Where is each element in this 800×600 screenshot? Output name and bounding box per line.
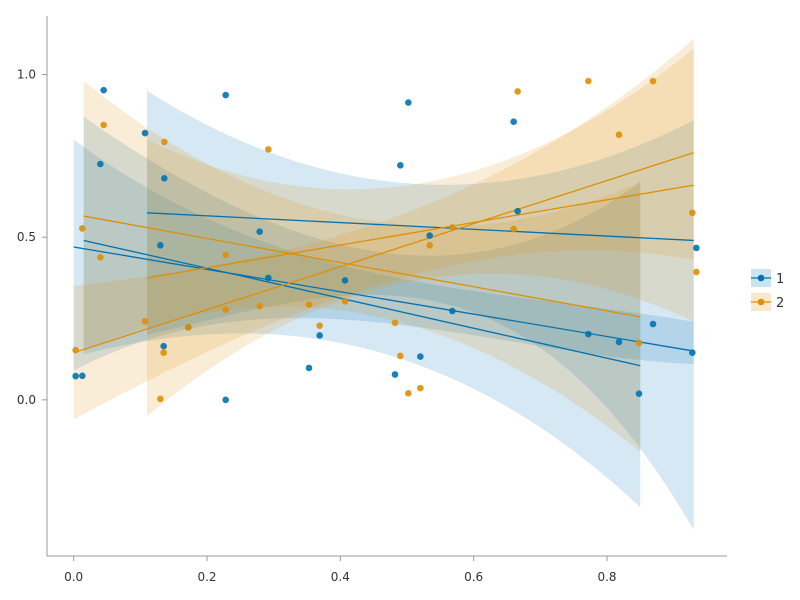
- point-series-2-25: [615, 131, 623, 139]
- point-series-2-9: [222, 306, 229, 314]
- point-series-1-29: [693, 244, 700, 252]
- point-series-1-16: [391, 371, 399, 378]
- legend-label-2: 2: [776, 296, 784, 311]
- y-tick-label: 0.5: [17, 230, 36, 244]
- point-series-2-29: [693, 268, 700, 276]
- point-series-2-0: [72, 346, 79, 354]
- fit-line-series-1-3: [146, 212, 694, 242]
- legend-marker-1: [757, 274, 765, 282]
- point-series-2-6: [160, 349, 167, 356]
- point-series-1-4: [141, 129, 149, 137]
- point-series-2-12: [265, 146, 272, 153]
- point-series-1-28: [689, 349, 696, 356]
- point-series-2-22: [510, 225, 517, 233]
- x-tick-label: 0.4: [331, 570, 350, 584]
- y-tick-label: 1.0: [17, 68, 36, 82]
- point-series-2-16: [391, 319, 399, 327]
- fit-line-series-2-3: [146, 184, 694, 279]
- point-series-1-11: [256, 228, 263, 235]
- point-series-2-15: [341, 297, 349, 305]
- point-series-2-1: [79, 225, 86, 232]
- legend: 12: [751, 269, 784, 311]
- point-series-2-19: [417, 384, 424, 392]
- point-series-1-27: [649, 320, 657, 328]
- point-series-1-17: [397, 162, 404, 169]
- point-series-1-2: [97, 160, 104, 168]
- point-series-2-21: [449, 224, 456, 231]
- point-series-1-14: [316, 332, 323, 339]
- point-series-1-26: [635, 390, 643, 397]
- point-series-2-17: [397, 352, 404, 360]
- x-tick-label: 0.6: [464, 570, 483, 584]
- confidence-band-series-1-1: [73, 139, 694, 371]
- point-series-2-4: [141, 317, 149, 325]
- point-series-1-22: [510, 118, 517, 126]
- point-series-2-27: [649, 77, 657, 85]
- x-tick-label: 0.8: [597, 570, 616, 584]
- confidence-band-series-1-3: [147, 90, 694, 531]
- point-series-1-0: [72, 372, 79, 380]
- legend-label-1: 1: [776, 272, 784, 287]
- data-points: [72, 77, 700, 404]
- point-series-1-7: [161, 175, 168, 182]
- confidence-band-series-2-1: [73, 38, 694, 420]
- x-axis-ticks: 0.0 0.2 0.4 0.6 0.8: [64, 556, 617, 584]
- point-series-2-20: [426, 242, 433, 249]
- point-series-2-5: [157, 395, 164, 403]
- point-series-2-3: [100, 121, 107, 129]
- point-series-2-2: [97, 254, 104, 261]
- point-series-1-18: [405, 99, 412, 106]
- x-tick-label: 0.2: [197, 570, 216, 584]
- point-series-1-13: [305, 364, 313, 372]
- point-series-2-24: [585, 77, 592, 85]
- point-series-2-10: [222, 251, 229, 259]
- fit-line-series-2-2: [83, 215, 641, 318]
- fit-line-series-2-1: [73, 152, 694, 354]
- confidence-band-series-2-3: [147, 48, 694, 417]
- point-series-2-11: [256, 302, 263, 310]
- point-series-2-18: [405, 390, 412, 397]
- point-series-1-5: [157, 242, 164, 249]
- legend-marker-2: [757, 298, 765, 306]
- point-series-1-20: [426, 232, 433, 239]
- point-series-2-23: [514, 88, 521, 95]
- point-series-1-24: [585, 330, 592, 338]
- point-series-2-13: [305, 301, 313, 308]
- point-series-1-10: [222, 91, 229, 99]
- point-series-1-12: [265, 274, 272, 282]
- point-series-2-14: [316, 322, 323, 329]
- y-axis-ticks: 0.0 0.5 1.0: [17, 68, 47, 407]
- confidence-band-series-1-2: [83, 116, 641, 508]
- point-series-1-23: [514, 207, 521, 215]
- point-series-2-28: [689, 209, 696, 217]
- confidence-bands: [73, 38, 694, 531]
- point-series-1-1: [79, 372, 86, 380]
- point-series-2-26: [635, 339, 643, 347]
- point-series-1-25: [615, 338, 623, 346]
- y-tick-label: 0.0: [17, 393, 36, 407]
- x-tick-label: 0.0: [64, 570, 83, 584]
- fit-line-series-1-2: [83, 239, 641, 367]
- point-series-1-6: [160, 342, 167, 350]
- point-series-2-7: [161, 138, 168, 146]
- point-series-2-8: [185, 324, 192, 331]
- point-series-1-15: [341, 277, 349, 284]
- point-series-1-19: [417, 353, 424, 360]
- point-series-1-3: [100, 86, 107, 94]
- point-series-1-9: [222, 396, 229, 404]
- point-series-1-21: [449, 307, 456, 315]
